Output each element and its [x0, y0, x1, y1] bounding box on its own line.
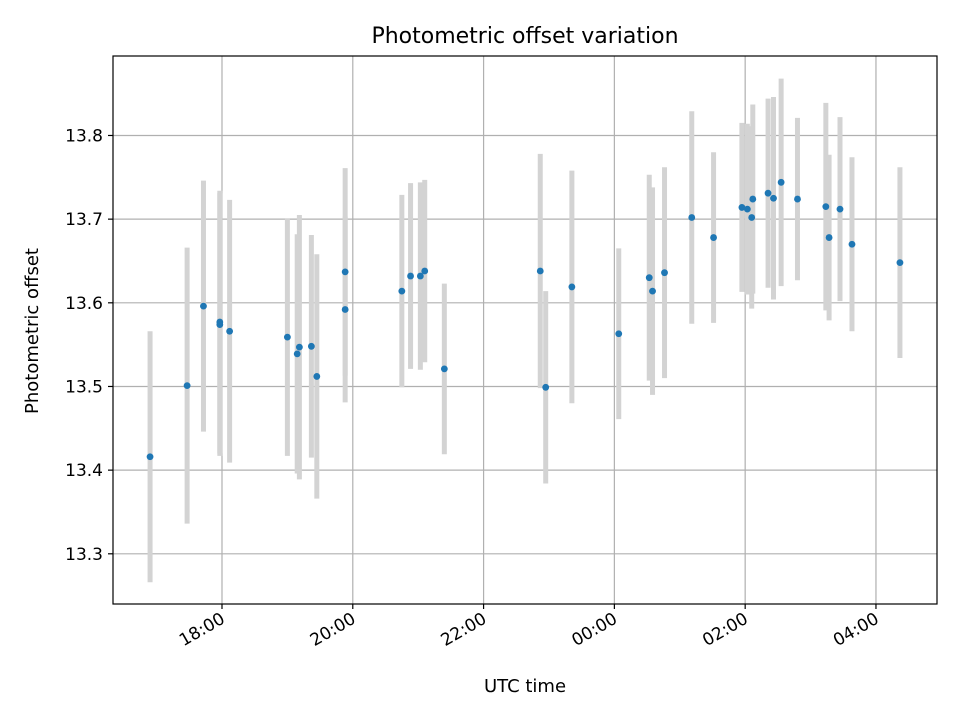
data-point — [568, 283, 576, 291]
data-point — [295, 343, 303, 351]
data-point — [710, 234, 717, 241]
plot-area-frame — [112, 55, 938, 605]
y-tick-label: 13.3 — [65, 545, 103, 565]
data-point — [661, 269, 668, 277]
error-bars — [147, 78, 903, 583]
data-point — [822, 203, 830, 210]
data-point — [749, 195, 757, 203]
data-point — [743, 205, 751, 213]
data-point — [748, 214, 756, 221]
data-point — [836, 205, 844, 213]
data-point — [440, 365, 448, 373]
x-tick-label: 04:00 — [830, 609, 882, 651]
data-point — [645, 274, 653, 282]
data-point — [777, 178, 785, 186]
data-point — [216, 321, 224, 328]
data-point — [688, 214, 696, 221]
data-point — [398, 287, 406, 295]
chart-title: Photometric offset variation — [371, 24, 678, 49]
data-point — [421, 267, 429, 275]
data-point — [283, 333, 291, 341]
y-tick-label: 13.5 — [65, 377, 103, 397]
y-tick-label: 13.8 — [65, 126, 103, 146]
x-tick-label: 00:00 — [568, 609, 620, 651]
x-tick-label: 02:00 — [699, 609, 751, 651]
data-point — [293, 350, 301, 358]
data-point — [738, 204, 746, 211]
y-tick-label: 13.4 — [65, 461, 103, 481]
data-point — [542, 383, 550, 391]
x-tick-label: 18:00 — [176, 609, 228, 651]
data-point — [200, 302, 207, 310]
data-point — [615, 330, 623, 338]
data-point — [764, 189, 772, 197]
data-point — [416, 272, 424, 280]
data-point — [536, 267, 544, 275]
data-point — [183, 382, 191, 390]
data-point — [226, 327, 234, 335]
grid — [113, 56, 937, 604]
y-tick-label: 13.6 — [65, 294, 103, 314]
data-point — [794, 195, 801, 203]
x-tick-label: 22:00 — [438, 609, 490, 651]
data-point — [896, 259, 904, 267]
data-point — [770, 194, 777, 202]
y-tick-label: 13.7 — [65, 210, 103, 230]
data-point — [341, 306, 349, 313]
x-axis-label: UTC time — [484, 676, 566, 697]
data-point — [146, 453, 154, 461]
data-points — [146, 178, 904, 461]
data-point — [313, 373, 321, 380]
data-point — [825, 234, 833, 241]
data-point — [341, 268, 349, 276]
data-point — [848, 240, 856, 248]
data-point — [407, 272, 414, 280]
data-point — [307, 342, 315, 350]
data-point — [649, 287, 656, 295]
x-tick-label: 20:00 — [307, 609, 359, 651]
y-axis-label: Photometric offset — [22, 248, 43, 414]
